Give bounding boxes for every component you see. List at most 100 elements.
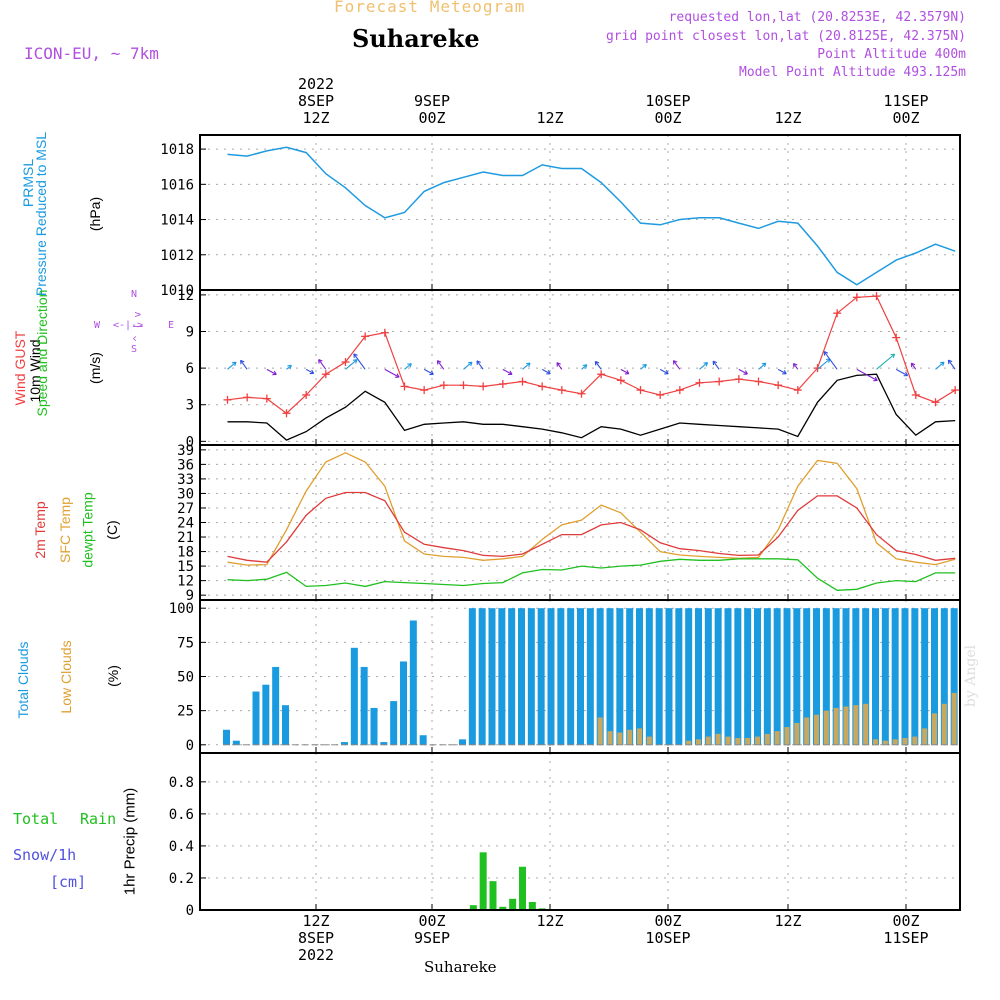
- total-clouds-bar: [636, 608, 643, 745]
- y-tick-label: 0: [186, 903, 194, 919]
- gust-label: Wind GUST: [12, 330, 28, 406]
- point-altitude: Point Altitude 400m: [817, 47, 966, 62]
- total-clouds-bar: [695, 608, 702, 745]
- wind-direction-arrowhead: [783, 370, 787, 375]
- y-tick-label: 12: [177, 574, 194, 590]
- low-clouds-bar: [745, 737, 751, 745]
- temp-unit: (C): [104, 520, 120, 540]
- wind-direction-arrow: [266, 368, 277, 375]
- total-clouds-bar: [508, 608, 516, 745]
- wind-direction-arrowhead: [942, 361, 945, 367]
- low-clouds-bar: [951, 692, 957, 745]
- wind-direction-arrowhead: [289, 365, 292, 370]
- total-clouds-bar: [626, 608, 634, 745]
- total-clouds-bar: [596, 608, 604, 745]
- wind-direction-arrow: [404, 363, 412, 370]
- wind-direction-arrow: [699, 362, 708, 370]
- total-clouds-bar: [872, 608, 879, 745]
- wind-direction-arrow: [777, 368, 787, 375]
- wind-direction-arrowhead: [874, 376, 878, 381]
- low-clouds-bar: [784, 727, 790, 745]
- wind-direction-arrow: [522, 362, 531, 370]
- wind-direction-arrow: [823, 351, 838, 370]
- total-clouds-bar: [704, 608, 712, 745]
- total-clouds-bar: [518, 608, 525, 745]
- low-clouds-bar: [764, 733, 770, 745]
- low-clouds-bar: [932, 713, 937, 745]
- low-clouds-bar: [686, 740, 692, 745]
- top-time-label: 12Z: [536, 109, 564, 127]
- model-label: ICON-EU, ~ 7km: [24, 44, 159, 63]
- wind-direction-arrowhead: [703, 362, 708, 364]
- wind-direction-arrow: [594, 361, 602, 370]
- total-clouds-bar: [252, 691, 260, 745]
- wind-dir-label: Speed and Direction: [34, 289, 50, 417]
- wind-direction-arrowhead: [467, 361, 473, 364]
- low-clouds-bar: [873, 739, 878, 745]
- bottom-time-label: 12Z: [774, 912, 802, 930]
- wind-direction-arrow: [581, 364, 588, 370]
- requested-coords: requested lon,lat (20.8253E, 42.3579N): [668, 10, 966, 25]
- y-tick-label: 15: [177, 559, 194, 575]
- wind-direction-arrowhead: [234, 361, 237, 367]
- legend-cm: [cm]: [50, 873, 87, 891]
- wind-direction-arrowhead: [595, 360, 600, 364]
- wind-direction-arrowhead: [556, 362, 561, 365]
- y-tick-label: 0: [186, 434, 194, 450]
- footer-location: Suhareke: [424, 958, 497, 976]
- wind-direction-arrowhead: [547, 370, 551, 375]
- wind-direction-arrowhead: [273, 370, 277, 375]
- y-tick-label: 39: [177, 443, 194, 459]
- low-clouds-bar: [814, 714, 819, 745]
- total-clouds-bar: [852, 608, 860, 745]
- total-clouds-bar: [773, 608, 781, 745]
- low-clouds-bar: [794, 722, 800, 745]
- y-tick-label: 1010: [160, 283, 194, 299]
- total-clouds-bar: [803, 608, 811, 745]
- y-tick-label: 1018: [160, 142, 194, 158]
- low-clouds-bar: [755, 736, 760, 745]
- y-tick-label: 36: [177, 457, 194, 473]
- top-time-label: 12Z: [302, 109, 330, 127]
- wind-direction-arrowhead: [437, 360, 442, 363]
- dewpt-line: [227, 558, 956, 591]
- low-clouds-bar: [853, 705, 859, 745]
- total-clouds-bar: [488, 608, 496, 745]
- meteogram-title: Forecast Meteogram: [334, 0, 526, 16]
- y-tick-label: 9: [186, 588, 194, 604]
- top-time-label: 11SEP: [883, 92, 929, 110]
- low-clouds-bar: [646, 736, 652, 745]
- wind-direction-arrowhead: [705, 362, 709, 367]
- wind-direction-arrowhead: [396, 373, 400, 378]
- wind-direction-arrow: [876, 353, 895, 370]
- total-clouds-bar: [675, 608, 683, 745]
- wind-direction-arrow: [738, 368, 748, 375]
- wind-direction-arrow: [673, 360, 681, 370]
- y-tick-label: 0.8: [169, 775, 194, 791]
- top-time-label: 12Z: [774, 109, 802, 127]
- compass-w: W: [94, 320, 101, 331]
- total-clouds-bar: [950, 608, 958, 745]
- dewpt-label: dewpt Temp: [79, 492, 96, 568]
- wind-unit: (m/s): [87, 352, 103, 384]
- total-clouds-bar: [380, 742, 388, 745]
- low-clouds-bar: [843, 706, 849, 745]
- total-clouds-bar: [901, 608, 909, 745]
- wind-direction-arrowhead: [911, 362, 916, 366]
- precip-bar: [489, 881, 497, 910]
- wind-direction-arrowhead: [761, 362, 766, 365]
- wind-direction-arrowhead: [353, 353, 358, 356]
- legend-rain: Rain: [80, 810, 117, 828]
- temp2m-label: 2m Temp: [32, 501, 48, 559]
- sfc-temp-line: [227, 452, 956, 566]
- temp2m-line: [227, 491, 956, 563]
- pressure-label-2: Pressure Reduced to MSL: [33, 131, 49, 297]
- precip-bar: [469, 905, 477, 910]
- wind-direction-arrowhead: [311, 369, 315, 374]
- total-clouds-bar: [400, 661, 407, 745]
- wind-direction-arrow: [240, 360, 248, 370]
- wind-direction-arrowhead: [287, 364, 292, 367]
- wind-direction-arrow: [947, 359, 956, 370]
- total-clouds-bar: [881, 608, 889, 745]
- low-clouds-bar: [892, 739, 898, 745]
